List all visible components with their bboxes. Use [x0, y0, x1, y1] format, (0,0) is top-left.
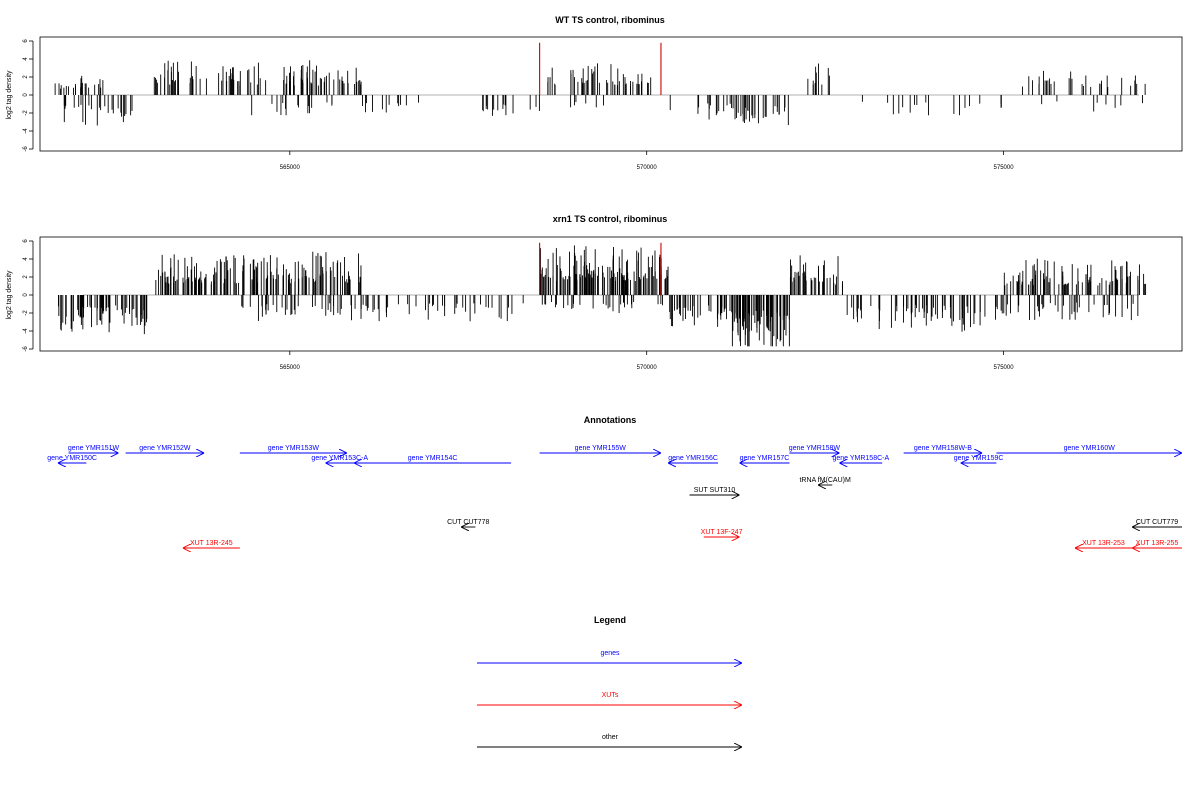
y-tick-label: 0: [23, 93, 29, 97]
y-tick-label: 0: [23, 293, 29, 297]
legend-label-xuts: XUTs: [602, 692, 619, 699]
feature-label: tRNA fM(CAU)M: [799, 477, 851, 484]
y-tick-label: -2: [23, 110, 29, 116]
panel-xrn1-title: xrn1 TS control, ribominus: [553, 214, 668, 224]
feature-label: XUT 13F-247: [701, 529, 743, 536]
feature-label: gene YMR153C-A: [311, 455, 368, 462]
y-tick-label: 6: [23, 239, 29, 243]
panel-wt-x-axis: 565000 570000 575000: [280, 151, 1014, 171]
feature-label: XUT 13R-253: [1082, 540, 1125, 547]
panel-wt-ylabel: log2 tag density: [6, 70, 13, 120]
legend: Legend genes XUTs other: [477, 615, 742, 747]
panel-wt-title: WT TS control, ribominus: [555, 15, 665, 25]
feature-label: gene YMR152W: [139, 445, 191, 452]
feature-label: gene YMR160W: [1064, 445, 1116, 452]
panel-xrn1-x-axis: 565000 570000 575000: [280, 351, 1014, 371]
x-tick-label: 565000: [280, 165, 301, 171]
panel-wt-bars: [54, 42, 1146, 126]
feature-label: gene YMR155W: [575, 445, 627, 452]
y-tick-label: -2: [23, 310, 29, 316]
x-tick-label: 570000: [637, 165, 658, 171]
feature-label: XUT 13R-245: [190, 540, 233, 547]
y-tick-label: 2: [23, 75, 29, 79]
feature-label: XUT 13R-255: [1136, 540, 1179, 547]
feature-label: gene YMR157C: [740, 455, 790, 462]
y-tick-label: -4: [23, 328, 29, 334]
feature-label: SUT SUT310: [694, 487, 736, 494]
y-tick-label: 6: [23, 39, 29, 43]
feature-label: CUT CUT778: [447, 519, 489, 526]
x-tick-label: 575000: [994, 165, 1015, 171]
feature-label: gene YMR154C: [408, 455, 458, 462]
feature-label: gene YMR156C: [668, 455, 718, 462]
y-tick-label: 4: [23, 57, 29, 61]
panel-wt-y-axis: -6 -4 -2 0 2 4 6: [23, 39, 34, 152]
panel-wt-frame: [39, 36, 1183, 152]
y-tick-label: -4: [23, 128, 29, 134]
feature-label: gene YMR151W: [68, 445, 120, 452]
feature-label: gene YMR150C: [47, 455, 97, 462]
panel-xrn1-frame: [39, 236, 1183, 352]
panel-xrn1-bars: [58, 242, 1147, 347]
y-tick-label: -6: [23, 146, 29, 152]
y-tick-label: 2: [23, 275, 29, 279]
panel-xrn1-ylabel: log2 tag density: [6, 270, 13, 320]
feature-label: gene YMR159C: [954, 455, 1004, 462]
y-tick-label: 4: [23, 257, 29, 261]
feature-label: gene YMR153W: [268, 445, 320, 452]
annotations-title: Annotations: [584, 415, 637, 425]
legend-title: Legend: [594, 615, 626, 625]
x-tick-label: 565000: [280, 365, 301, 371]
feature-label: gene YMR158W-B: [914, 445, 972, 452]
y-tick-label: -6: [23, 346, 29, 352]
panel-xrn1-y-axis: -6 -4 -2 0 2 4 6: [23, 239, 34, 352]
feature-label: CUT CUT779: [1136, 519, 1178, 526]
feature-label: gene YMR158C-A: [832, 455, 889, 462]
annotation-features: gene YMR150C gene YMR151W gene YMR152W gene…: [47, 445, 1182, 548]
legend-label-genes: genes: [600, 650, 620, 657]
panel-wt: WT TS control, ribominus log2 tag densit…: [6, 15, 1183, 171]
panel-xrn1: xrn1 TS control, ribominus log2 tag dens…: [6, 214, 1183, 371]
x-tick-label: 570000: [637, 365, 658, 371]
x-tick-label: 575000: [994, 365, 1015, 371]
legend-label-other: other: [602, 734, 619, 741]
feature-label: gene YMR158W: [789, 445, 841, 452]
